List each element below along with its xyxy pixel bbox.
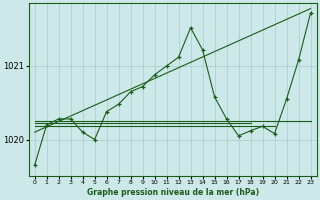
X-axis label: Graphe pression niveau de la mer (hPa): Graphe pression niveau de la mer (hPa)	[86, 188, 259, 197]
